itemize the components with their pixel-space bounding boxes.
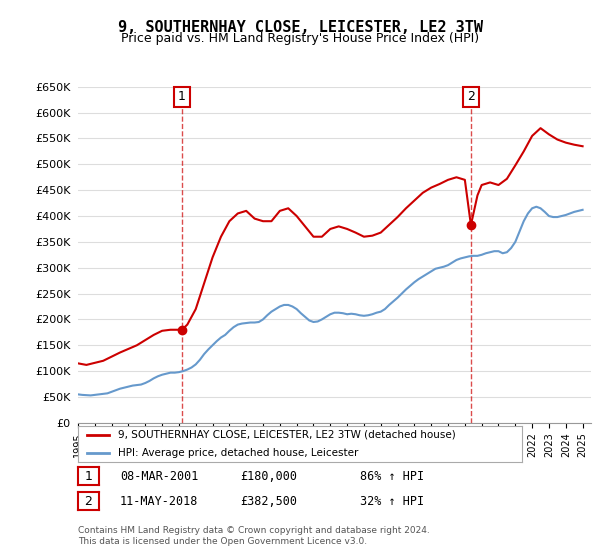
Text: 1: 1 — [178, 90, 186, 104]
Text: 86% ↑ HPI: 86% ↑ HPI — [360, 469, 424, 483]
Text: £180,000: £180,000 — [240, 469, 297, 483]
Text: Price paid vs. HM Land Registry's House Price Index (HPI): Price paid vs. HM Land Registry's House … — [121, 32, 479, 45]
Text: Contains HM Land Registry data © Crown copyright and database right 2024.
This d: Contains HM Land Registry data © Crown c… — [78, 526, 430, 546]
Text: 9, SOUTHERNHAY CLOSE, LEICESTER, LE2 3TW: 9, SOUTHERNHAY CLOSE, LEICESTER, LE2 3TW — [118, 20, 482, 35]
Text: HPI: Average price, detached house, Leicester: HPI: Average price, detached house, Leic… — [118, 448, 358, 458]
Text: 2: 2 — [467, 90, 475, 104]
Text: £382,500: £382,500 — [240, 494, 297, 508]
Text: 08-MAR-2001: 08-MAR-2001 — [120, 469, 199, 483]
Text: 2: 2 — [85, 494, 92, 508]
Text: 9, SOUTHERNHAY CLOSE, LEICESTER, LE2 3TW (detached house): 9, SOUTHERNHAY CLOSE, LEICESTER, LE2 3TW… — [118, 430, 456, 440]
Text: 1: 1 — [85, 469, 92, 483]
Text: 11-MAY-2018: 11-MAY-2018 — [120, 494, 199, 508]
Text: 32% ↑ HPI: 32% ↑ HPI — [360, 494, 424, 508]
